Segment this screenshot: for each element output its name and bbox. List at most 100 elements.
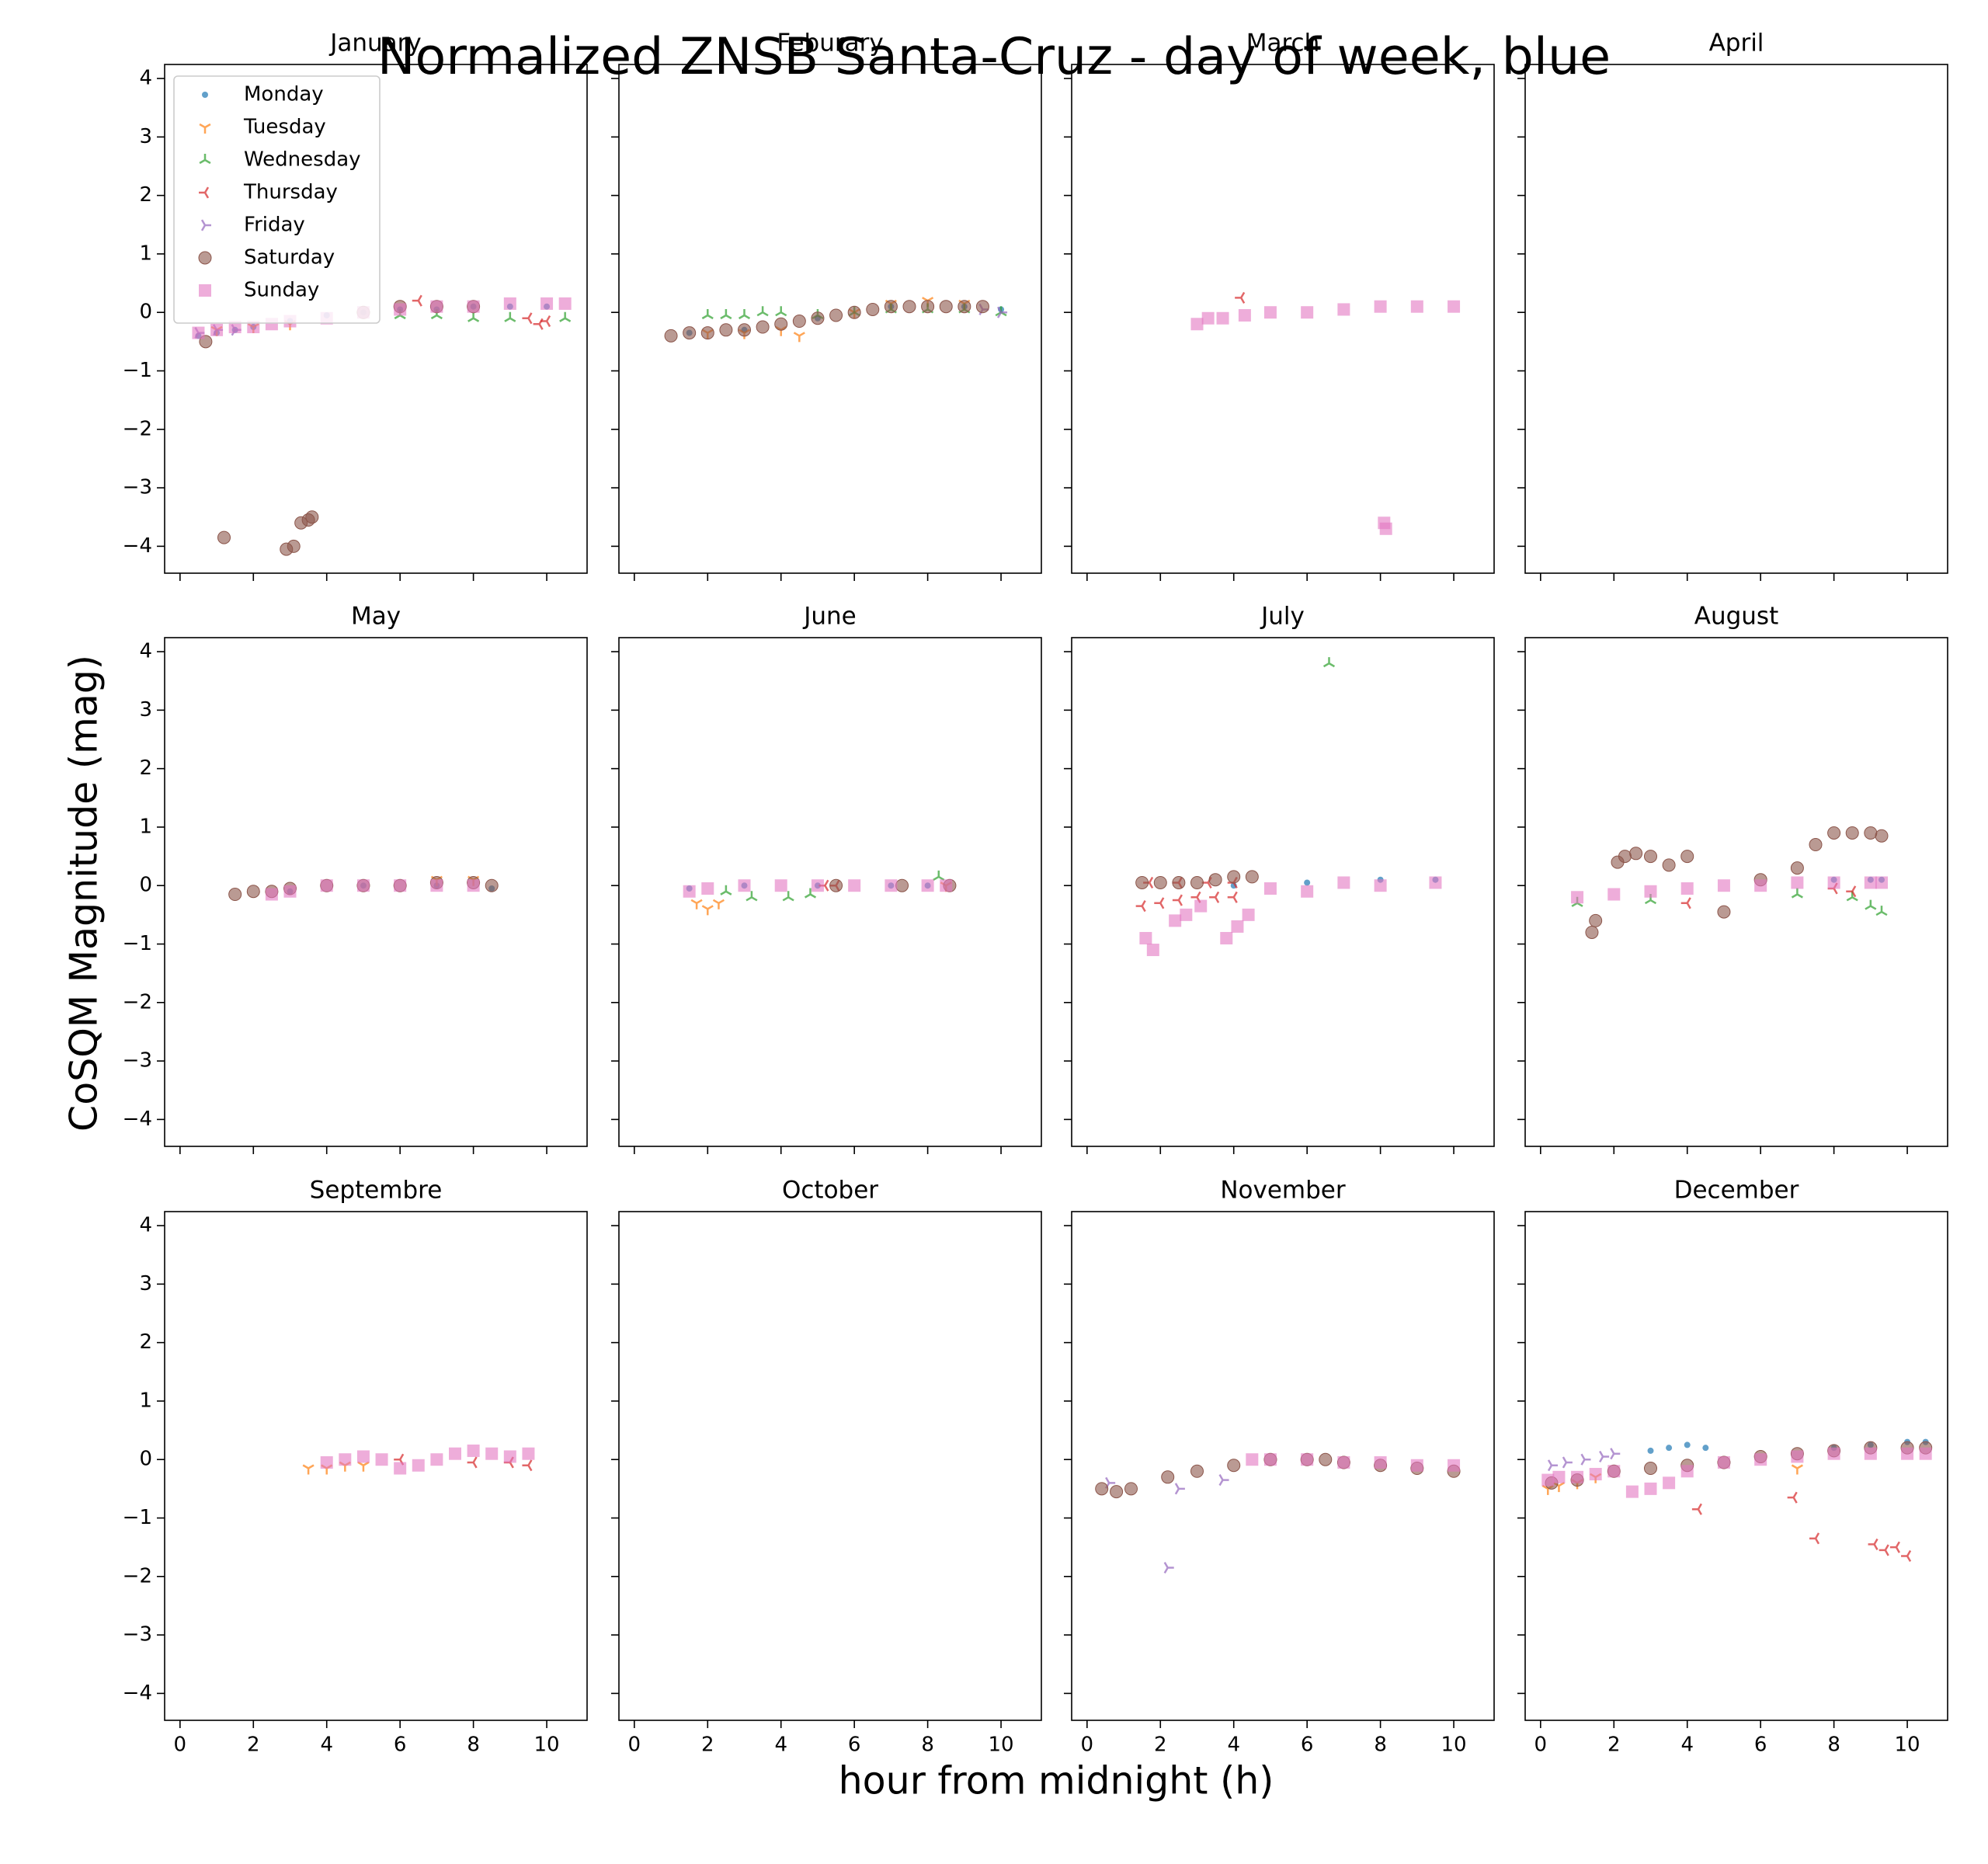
- y-tick-label: 2: [139, 756, 152, 780]
- square-marker: [1552, 1470, 1566, 1483]
- square-marker: [394, 879, 407, 892]
- saturday-marker: [1161, 1470, 1175, 1484]
- square-marker: [1139, 931, 1152, 944]
- y-tick-label: −1: [123, 359, 152, 382]
- square-marker: [1827, 876, 1840, 889]
- panel-title: May: [351, 603, 401, 631]
- square-marker: [1410, 1459, 1423, 1472]
- x-tick-label: 6: [1301, 1734, 1314, 1757]
- square-marker: [1301, 885, 1314, 898]
- panel: Feburary: [611, 30, 1042, 581]
- markers: [302, 1444, 535, 1475]
- panel: May −4 −3 −2 −1 0 1 2 3 4: [123, 603, 588, 1154]
- tri-left-marker: [412, 294, 422, 307]
- panel-title: July: [1260, 603, 1305, 631]
- tri-down-marker: [793, 332, 805, 343]
- saturday-marker: [228, 888, 242, 902]
- y-tick-label: −4: [123, 534, 152, 558]
- axes-frame: [618, 637, 1042, 1147]
- square-marker: [1374, 1455, 1387, 1469]
- square-marker: [394, 303, 407, 316]
- tri-right-marker: [1163, 1561, 1174, 1574]
- square-marker: [1146, 944, 1159, 957]
- panel-title: August: [1694, 603, 1779, 631]
- legend-label: Friday: [244, 214, 305, 237]
- tri-down-marker: [1791, 1464, 1803, 1475]
- square-marker: [412, 1459, 425, 1472]
- saturday-marker: [829, 878, 843, 892]
- square-marker: [848, 879, 861, 892]
- saturday-marker: [1589, 913, 1603, 927]
- square-marker: [1374, 879, 1387, 892]
- saturday-marker: [895, 878, 909, 892]
- tri-up-marker: [720, 308, 732, 320]
- tri-left-marker: [522, 1459, 533, 1472]
- square-marker: [1337, 303, 1350, 316]
- point-marker: [1666, 1445, 1673, 1452]
- saturday-marker: [1809, 838, 1823, 852]
- x-tick-label: 0: [1534, 1734, 1548, 1757]
- square-marker: [1607, 888, 1621, 901]
- tri-right-marker: [996, 306, 1008, 318]
- tri-left-marker: [1901, 1549, 1912, 1562]
- tri-left-marker: [1879, 1544, 1889, 1556]
- saturday-marker: [958, 300, 971, 314]
- saturday-marker: [1644, 850, 1657, 864]
- y-tick-label: −4: [123, 1108, 152, 1131]
- saturday-marker: [1644, 1462, 1657, 1476]
- tri-up-marker: [701, 308, 714, 320]
- x-tick-label: 4: [774, 1734, 787, 1757]
- square-marker: [940, 879, 953, 892]
- saturday-marker: [246, 885, 260, 899]
- x-tick-label: 2: [1607, 1734, 1621, 1757]
- figure-title: Normalized ZNSB Santa-Cruz - day of week…: [377, 28, 1611, 86]
- saturday-marker: [1227, 1459, 1241, 1473]
- saturday-marker: [774, 317, 788, 331]
- square-marker: [1644, 1482, 1657, 1495]
- markers: [1541, 1438, 1933, 1562]
- panel-title: October: [782, 1177, 878, 1205]
- square-marker: [1644, 885, 1657, 898]
- legend-label: Thursday: [243, 181, 338, 204]
- saturday-marker: [1245, 870, 1259, 884]
- tri-right-marker: [1599, 1450, 1610, 1463]
- y-tick-label: 0: [139, 301, 152, 324]
- saturday-marker: [1662, 858, 1676, 872]
- square-marker: [1246, 1453, 1259, 1466]
- square-marker: [265, 888, 278, 901]
- tri-left-marker: [1680, 897, 1691, 909]
- y-tick-label: 4: [139, 67, 152, 90]
- square-marker: [449, 1447, 461, 1460]
- y-tick-label: −3: [123, 476, 152, 499]
- y-tick-label: 2: [139, 183, 152, 207]
- tri-left-marker: [1846, 885, 1857, 898]
- y-tick-label: 2: [139, 1330, 152, 1354]
- square-marker: [1448, 300, 1461, 313]
- y-tick-label: 1: [139, 815, 152, 838]
- saturday-marker: [756, 320, 770, 334]
- x-tick-label: 6: [1754, 1734, 1767, 1757]
- saturday-marker: [1790, 861, 1804, 875]
- square-marker: [1263, 1453, 1277, 1466]
- tri-left-marker: [1227, 891, 1238, 903]
- saturday-marker: [1135, 875, 1149, 889]
- square-marker: [1919, 1447, 1932, 1460]
- markers: [1190, 291, 1461, 535]
- square-marker: [921, 879, 934, 892]
- saturday-marker: [305, 510, 319, 524]
- saturday-marker: [1110, 1485, 1124, 1499]
- panel-title: April: [1709, 30, 1764, 57]
- panel: August: [1517, 603, 1948, 1154]
- legend-label: Tuesday: [243, 116, 326, 139]
- tri-left-marker: [1868, 1538, 1879, 1550]
- square-marker: [1541, 1473, 1555, 1487]
- saturday-marker: [884, 300, 898, 314]
- square-marker: [247, 321, 260, 334]
- square-marker: [1663, 1476, 1676, 1490]
- tri-right-marker: [1218, 1474, 1229, 1487]
- saturday-marker: [683, 326, 697, 340]
- square-marker: [1263, 306, 1277, 319]
- square-marker: [1875, 876, 1888, 889]
- x-tick-label: 6: [848, 1734, 861, 1757]
- square-marker: [375, 1453, 388, 1466]
